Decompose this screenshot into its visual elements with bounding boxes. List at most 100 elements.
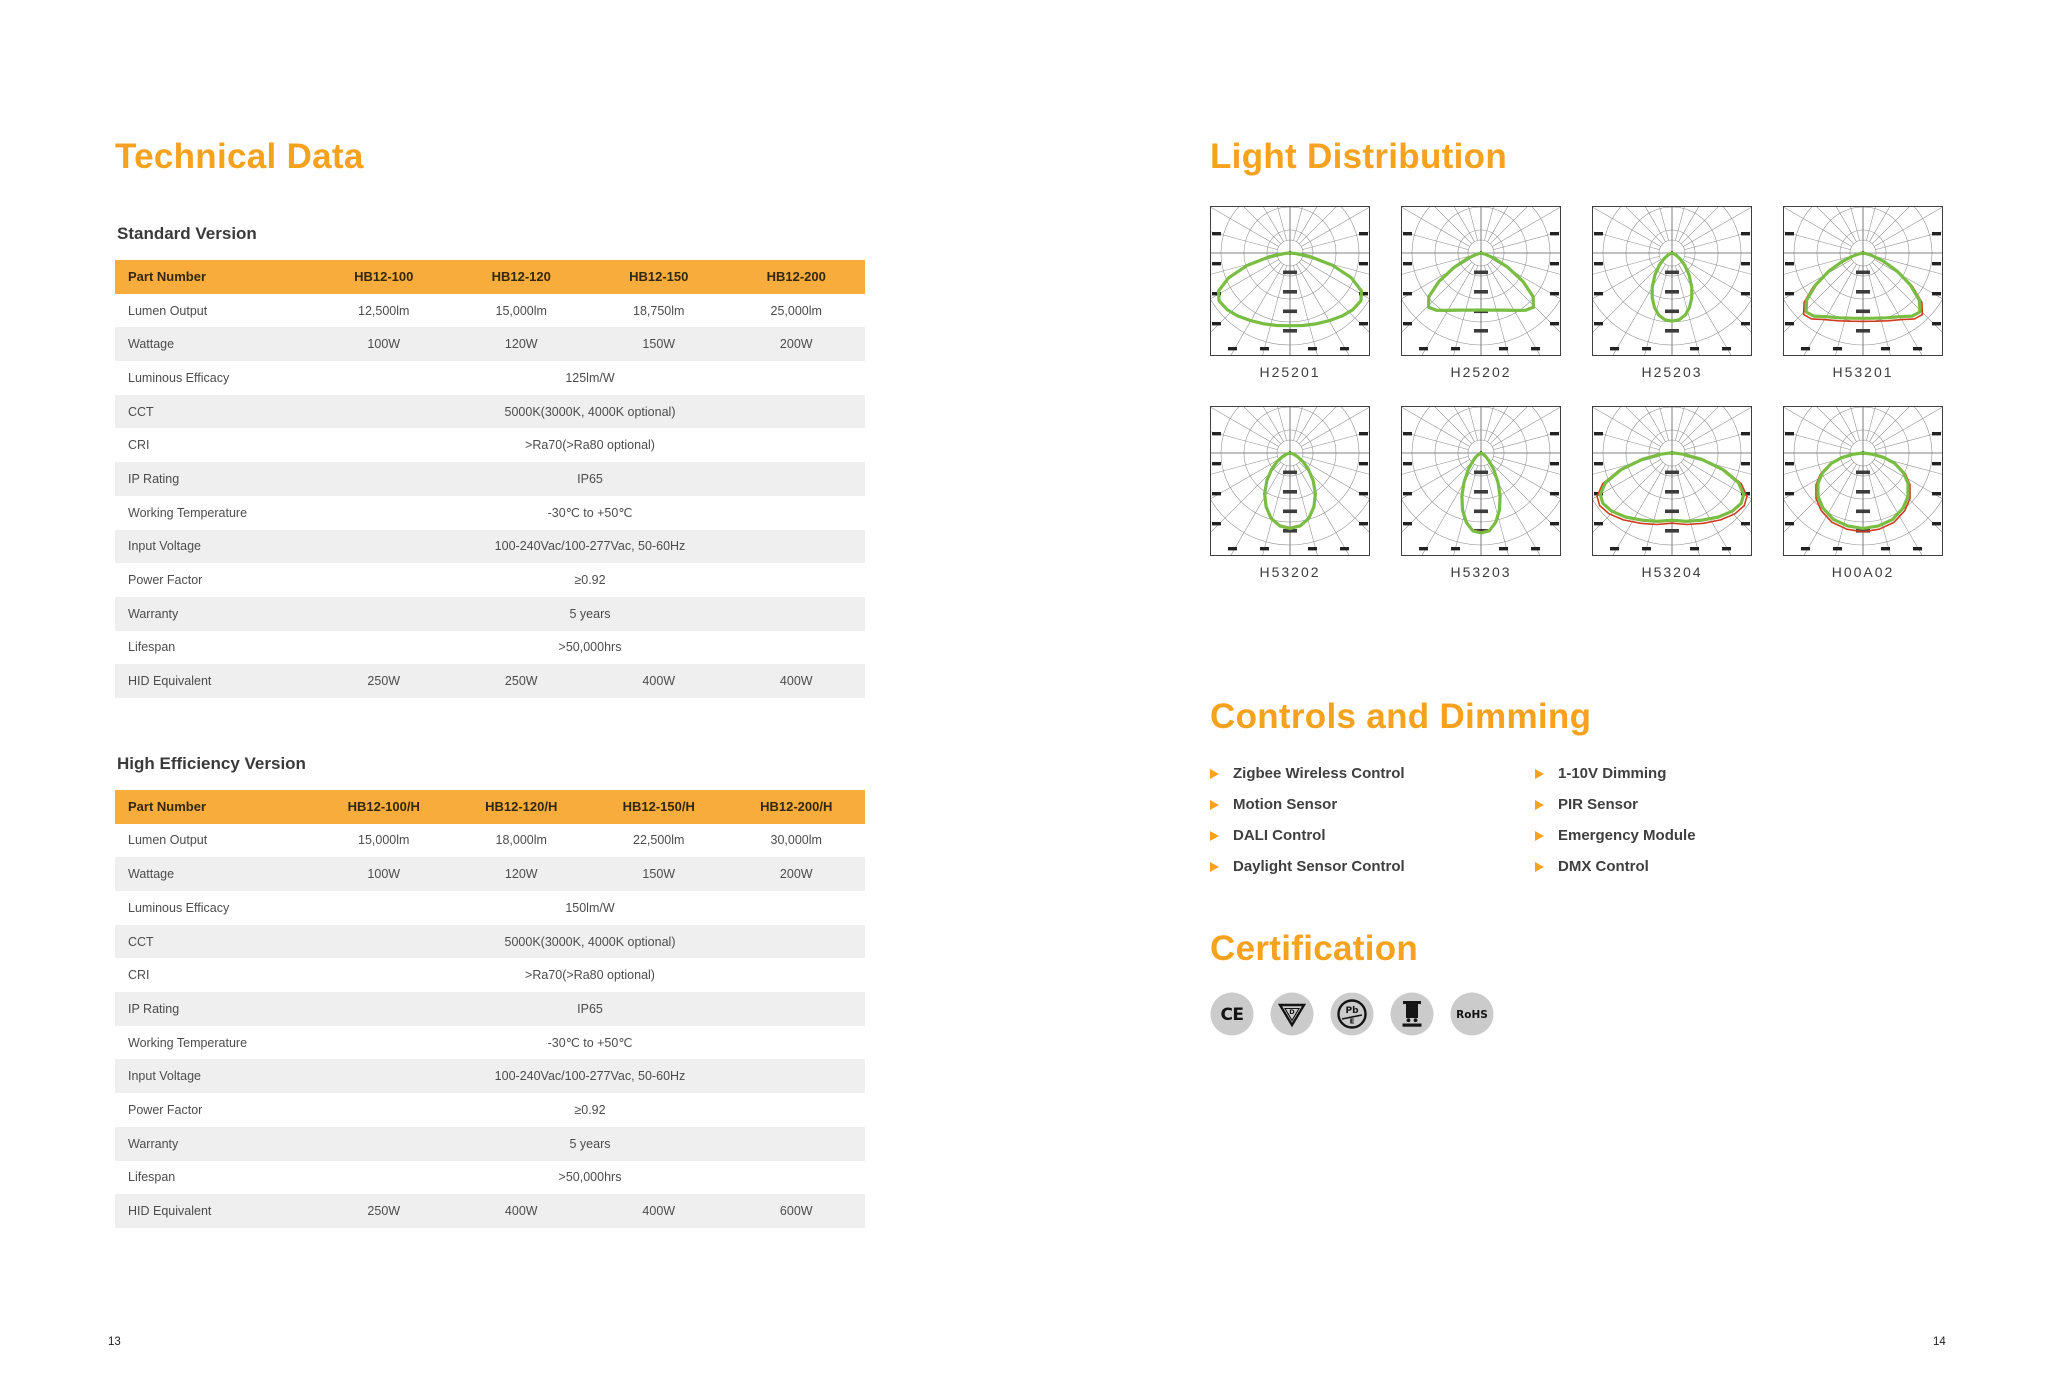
polar-diagram xyxy=(1210,406,1370,556)
spec-value-span-cell: 5 years xyxy=(569,606,611,621)
high-efficiency-subtitle: High Efficiency Version xyxy=(117,753,306,773)
part-number-header-cell: HB12-200/H xyxy=(760,799,833,815)
control-item-label: Emergency Module xyxy=(1558,827,1696,844)
spec-row: CCT 5000K(3000K, 4000K optional) xyxy=(115,924,865,959)
spec-value-cell: 18,750lm xyxy=(633,303,685,318)
spec-row-label: Lumen Output xyxy=(128,303,208,318)
spec-value-span-cell: 100-240Vac/100-277Vac, 50-60Hz xyxy=(494,1069,686,1084)
spec-row-label: CRI xyxy=(128,968,150,983)
spec-value-cell: 600W xyxy=(779,1204,813,1219)
spec-value-cell: 12,500lm xyxy=(358,303,410,318)
spec-value-cell: 25,000lm xyxy=(770,303,822,318)
distribution-chart: H53203 xyxy=(1401,406,1561,580)
spec-row: Wattage 100W 120W 150W 200W xyxy=(115,857,865,891)
page-number-right: 14 xyxy=(1933,1336,1946,1348)
spec-value-span-cell: >50,000hrs xyxy=(558,640,622,655)
spec-value-span-cell: >Ra70(>Ra80 optional) xyxy=(525,968,655,983)
spec-row-label: Luminous Efficacy xyxy=(128,900,230,915)
distribution-chart: H53201 xyxy=(1783,206,1943,380)
distribution-chart: H53204 xyxy=(1592,406,1752,580)
light-distribution-grid: H25201 H25202 H25203 H53201 H53202 H53203 H532… xyxy=(1210,206,2048,580)
spec-value-span-cell: -30℃ to +50℃ xyxy=(547,1036,633,1051)
spec-row-label: Input Voltage xyxy=(128,1069,201,1084)
chart-label: H53202 xyxy=(1259,564,1321,580)
spec-row: CCT 5000K(3000K, 4000K optional) xyxy=(115,394,865,429)
spec-value-cell: 150W xyxy=(642,337,676,352)
chart-label: H00A02 xyxy=(1831,564,1895,580)
spec-value-cell: 400W xyxy=(779,674,813,689)
control-item: 1-10V Dimming xyxy=(1535,758,1696,789)
polar-diagram xyxy=(1401,406,1561,556)
distribution-chart: H00A02 xyxy=(1783,406,1943,580)
ce-badge-icon: CE xyxy=(1210,992,1254,1036)
spec-value-cell: 120W xyxy=(504,337,538,352)
catalog-page-right: Light Distribution H25201 H25202 H25203 H53… xyxy=(1024,0,2048,1399)
part-number-header-cell: HB12-150/H xyxy=(622,799,695,815)
spec-row: Working Temperature -30℃ to +50℃ xyxy=(115,496,865,530)
spec-value-span-cell: 5000K(3000K, 4000K optional) xyxy=(504,404,676,419)
controls-list: Zigbee Wireless Control Motion Sensor DALI… xyxy=(1210,758,2048,882)
part-number-header-cell: HB12-100/H xyxy=(347,799,420,815)
technical-data-title: Technical Data xyxy=(115,137,364,176)
bullet-arrow-icon xyxy=(1535,799,1544,810)
spec-row: Luminous Efficacy 125lm/W xyxy=(115,361,865,395)
spec-row-label: IP Rating xyxy=(128,1001,180,1016)
control-item-label: Zigbee Wireless Control xyxy=(1233,765,1405,782)
spec-value-span-cell: -30℃ to +50℃ xyxy=(547,506,633,521)
distribution-chart: H25201 xyxy=(1210,206,1370,380)
spec-value-cell: 150W xyxy=(642,867,676,882)
part-number-header-cell: HB12-150 xyxy=(629,269,689,285)
spec-value-cell: 200W xyxy=(779,337,813,352)
spec-value-cell: 120W xyxy=(504,867,538,882)
spec-row: Lifespan >50,000hrs xyxy=(115,631,865,665)
spec-row-label: CCT xyxy=(128,404,154,419)
weee-badge-icon xyxy=(1390,992,1434,1036)
standard-version-subtitle: Standard Version xyxy=(117,224,257,243)
technical-data-section: Technical Data Standard Version Part Num… xyxy=(0,0,1024,1228)
spec-row-label: Working Temperature xyxy=(128,1035,248,1050)
polar-diagram xyxy=(1783,406,1943,556)
chart-label: H25203 xyxy=(1641,364,1703,380)
spec-value-span-cell: >Ra70(>Ra80 optional) xyxy=(525,438,655,453)
chart-label: H53203 xyxy=(1450,564,1512,580)
spec-row-label: Warranty xyxy=(128,1136,179,1151)
spec-row: Power Factor ≥0.92 xyxy=(115,563,865,597)
control-item-label: Motion Sensor xyxy=(1233,796,1338,813)
spec-value-span-cell: ≥0.92 xyxy=(574,1102,606,1117)
part-number-header-cell: HB12-100 xyxy=(354,269,414,285)
spec-value-cell: 18,000lm xyxy=(495,833,547,848)
svg-text:D: D xyxy=(1289,1008,1295,1016)
control-item-label: DMX Control xyxy=(1558,858,1649,875)
chart-label: H53201 xyxy=(1832,364,1894,380)
spec-row: HID Equivalent 250W 250W 400W 400W xyxy=(115,664,865,698)
spec-row-label: Lifespan xyxy=(128,640,176,655)
row-label-header-cell: Part Number xyxy=(128,269,207,285)
spec-row-label: Wattage xyxy=(128,337,175,352)
bullet-arrow-icon xyxy=(1210,799,1219,810)
bullet-arrow-icon xyxy=(1535,830,1544,841)
spec-row: Warranty 5 years xyxy=(115,1126,865,1161)
polar-diagram xyxy=(1783,206,1943,356)
control-item: DMX Control xyxy=(1535,851,1696,882)
spec-row: CRI >Ra70(>Ra80 optional) xyxy=(115,958,865,992)
polar-diagram xyxy=(1210,206,1370,356)
catalog-page-left: Technical Data Standard Version Part Num… xyxy=(0,0,1024,1348)
spec-row-label: CCT xyxy=(128,934,154,949)
polar-diagram xyxy=(1401,206,1561,356)
certification-badges: CE D Pb E RoHS xyxy=(1210,992,2048,1036)
part-number-header-cell: HB12-120 xyxy=(491,269,551,285)
spec-row-label: HID Equivalent xyxy=(128,674,212,689)
spec-row-label: CRI xyxy=(128,438,150,453)
page-number-left: 13 xyxy=(108,1336,121,1348)
spec-value-cell: 15,000lm xyxy=(495,303,547,318)
control-item: Zigbee Wireless Control xyxy=(1210,758,1535,789)
spec-row: IP Rating IP65 xyxy=(115,462,865,496)
spec-row: CRI >Ra70(>Ra80 optional) xyxy=(115,428,865,462)
spec-value-cell: 250W xyxy=(504,674,538,689)
spec-row: Input Voltage 100-240Vac/100-277Vac, 50-6… xyxy=(115,1059,865,1094)
spec-value-cell: 250W xyxy=(367,674,401,689)
polar-diagram xyxy=(1592,206,1752,356)
standard-version-table: Part Number HB12-100 HB12-120 HB12-150 HB12-… xyxy=(115,260,865,698)
spec-value-span-cell: 5 years xyxy=(569,1136,611,1151)
bullet-arrow-icon xyxy=(1535,768,1544,779)
